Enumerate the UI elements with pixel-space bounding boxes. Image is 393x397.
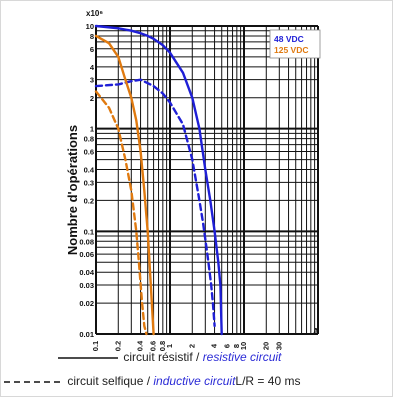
series-curve-2 <box>94 34 155 336</box>
dashed-line-sample <box>4 381 62 383</box>
y-tick-label: 0.1 <box>84 227 94 236</box>
curves <box>94 24 223 336</box>
legend-solid-en: resistive circuit <box>202 350 282 364</box>
voltage-legend-entry: 48 VDC <box>274 34 304 44</box>
x-tick-label: 0.1 <box>91 341 100 351</box>
x-tick-label: 0.4 <box>136 340 145 351</box>
series-curve-3 <box>94 90 148 336</box>
y-axis-label: Nombre d'opérations <box>65 125 80 255</box>
y-tick-label: 4 <box>90 63 95 72</box>
y-tick-label: 0.02 <box>79 299 94 308</box>
solid-line-sample <box>58 357 118 359</box>
y-tick-label: 2 <box>90 94 94 103</box>
x-tick-label: 30 <box>274 342 283 350</box>
x-tick-label: 10 <box>239 342 248 350</box>
x-tick-label: 4 <box>210 343 219 348</box>
x-tick-label: 0.8 <box>158 341 167 351</box>
legend-dashed: circuit selfique / inductive circuitL/R … <box>2 373 300 389</box>
y-tick-label: 0.4 <box>84 166 95 175</box>
y-tick-label: 0.6 <box>84 147 94 156</box>
y-multiplier: x10⁶ <box>86 9 103 18</box>
x-unit: A <box>313 327 319 336</box>
y-tick-label: 0.2 <box>84 196 94 205</box>
x-tick-label: 8 <box>232 344 241 348</box>
x-tick-labels: 0.1 0.2 0.4 0.6 0.81 2 4 6 810 20 30 <box>91 340 283 351</box>
y-tick-label: 0.01 <box>79 330 94 339</box>
x-tick-label: 0.2 <box>113 341 122 351</box>
x-tick-label: 0.6 <box>149 341 158 351</box>
legend-solid: circuit résistif / resistive circuit <box>56 349 281 365</box>
y-tick-label: 1 <box>90 125 94 134</box>
y-tick-label: 0.03 <box>79 281 94 290</box>
y-tick-label: 0.06 <box>79 250 94 259</box>
y-tick-label: 10 <box>86 22 94 31</box>
x-tick-label: 1 <box>165 344 174 348</box>
y-tick-label: 6 <box>90 45 94 54</box>
legend-solid-fr: circuit résistif / <box>123 350 203 364</box>
y-tick-label: 3 <box>90 76 94 85</box>
voltage-legend-entry: 125 VDC <box>274 45 309 55</box>
x-tick-label: 2 <box>187 344 196 348</box>
legend-dashed-en: inductive circuit <box>153 374 236 388</box>
series-curve-1 <box>94 78 216 328</box>
x-tick-label: 6 <box>223 344 232 348</box>
legend-dashed-fr: circuit selfique / <box>67 374 154 388</box>
series-curve-0 <box>94 24 223 336</box>
y-tick-label: 8 <box>90 32 94 41</box>
y-tick-label: 0.3 <box>84 178 94 187</box>
legend-dashed-suffix: L/R = 40 ms <box>235 374 301 388</box>
voltage-legend-bg <box>269 29 321 59</box>
y-tick-labels: 0.01 0.02 0.03 0.04 0.06 0.080.1 0.2 0.3 0.4 0.6 0… <box>79 22 94 339</box>
y-tick-label: 0.04 <box>79 268 94 277</box>
y-tick-label: 0.08 <box>79 237 94 246</box>
x-tick-label: 20 <box>261 342 270 350</box>
y-tick-label: 0.8 <box>84 135 94 144</box>
